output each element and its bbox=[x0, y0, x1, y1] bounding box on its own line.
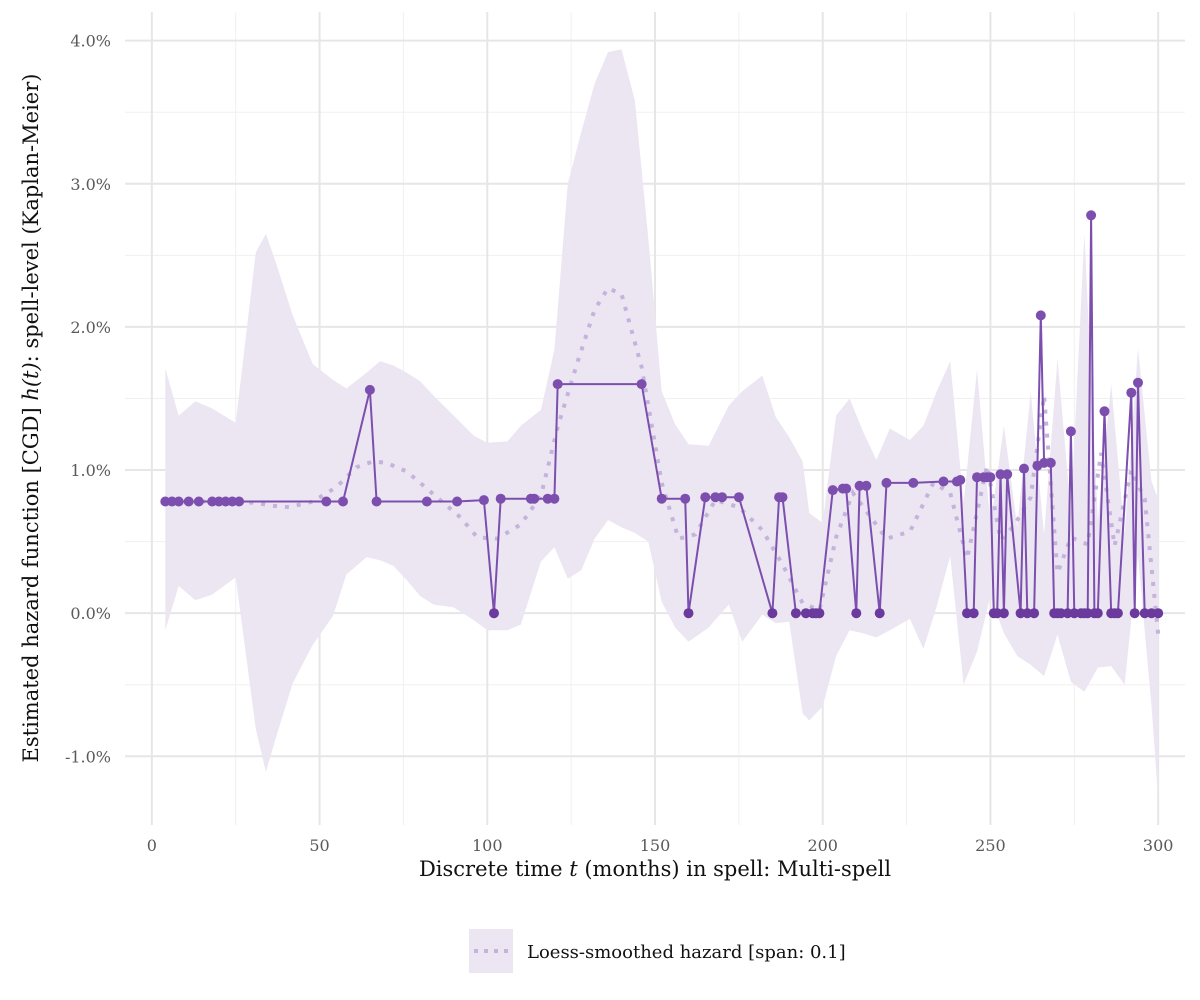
hazard-point bbox=[680, 493, 691, 504]
hazard-point bbox=[841, 483, 852, 494]
y-tick-label: 1.0% bbox=[70, 461, 111, 480]
x-axis-title: Discrete time t (months) in spell: Multi… bbox=[419, 857, 891, 881]
hazard-point bbox=[1002, 469, 1013, 480]
legend-label: Loess-smoothed hazard [span: 0.1] bbox=[527, 942, 846, 963]
hazard-point bbox=[717, 492, 728, 503]
hazard-point bbox=[338, 496, 348, 507]
y-tick-label: 0.0% bbox=[70, 604, 111, 623]
hazard-point bbox=[183, 496, 194, 507]
loess-line bbox=[165, 285, 1161, 635]
hazard-point bbox=[851, 608, 862, 619]
hazard-point bbox=[908, 477, 919, 488]
hazard-point bbox=[861, 480, 872, 491]
confidence-band-layer bbox=[165, 49, 1159, 800]
confidence-band bbox=[165, 49, 1159, 800]
hazard-point bbox=[549, 493, 560, 504]
hazard-points-layer bbox=[160, 210, 1164, 619]
hazard-point bbox=[790, 608, 801, 619]
hazard-point bbox=[827, 485, 838, 496]
hazard-point bbox=[1129, 608, 1140, 619]
hazard-point bbox=[1035, 310, 1046, 321]
hazard-point bbox=[371, 496, 382, 507]
hazard-point bbox=[1133, 377, 1143, 388]
x-tick-label: 0 bbox=[147, 836, 157, 855]
hazard-point bbox=[1153, 608, 1164, 619]
hazard-point bbox=[938, 476, 949, 487]
hazard-point bbox=[1019, 463, 1029, 474]
hazard-point bbox=[1092, 608, 1103, 619]
x-tick-label: 100 bbox=[472, 836, 503, 855]
y-tick-label: 4.0% bbox=[70, 32, 111, 51]
hazard-point bbox=[1029, 608, 1040, 619]
hazard-point bbox=[364, 384, 375, 395]
hazard-point bbox=[193, 496, 204, 507]
hazard-point bbox=[1099, 406, 1110, 417]
hazard-point bbox=[495, 493, 506, 504]
hazard-point bbox=[1126, 387, 1137, 398]
y-tick-label: 2.0% bbox=[70, 318, 111, 337]
hazard-point bbox=[767, 608, 778, 619]
y-axis-title: Estimated hazard function [CGD] h(t): sp… bbox=[19, 74, 43, 763]
hazard-point bbox=[1065, 426, 1076, 437]
x-tick-label: 150 bbox=[640, 836, 671, 855]
loess-layer bbox=[165, 285, 1161, 635]
hazard-point bbox=[529, 493, 540, 504]
hazard-point bbox=[489, 608, 499, 619]
hazard-point bbox=[478, 495, 489, 506]
hazard-point bbox=[1112, 608, 1123, 619]
y-tick-labels: -1.0% 0.0% 1.0% 2.0% 3.0% 4.0% bbox=[65, 32, 111, 767]
x-tick-label: 200 bbox=[807, 836, 838, 855]
hazard-point bbox=[968, 608, 979, 619]
hazard-point bbox=[1086, 210, 1097, 221]
hazard-point bbox=[656, 493, 667, 504]
x-tick-label: 300 bbox=[1143, 836, 1174, 855]
hazard-point bbox=[234, 496, 245, 507]
hazard-point bbox=[881, 477, 892, 488]
x-tick-label: 50 bbox=[309, 836, 329, 855]
legend: Loess-smoothed hazard [span: 0.1] bbox=[469, 929, 846, 973]
hazard-point bbox=[874, 608, 885, 619]
hazard-point bbox=[985, 472, 996, 483]
hazard-point bbox=[321, 496, 332, 507]
x-tick-labels: 0 50 100 150 200 250 300 bbox=[147, 836, 1174, 855]
x-tick-label: 250 bbox=[975, 836, 1006, 855]
hazard-point bbox=[700, 492, 711, 503]
hazard-point bbox=[452, 496, 463, 507]
hazard-point bbox=[814, 608, 825, 619]
hazard-point bbox=[552, 379, 563, 390]
hazard-point bbox=[733, 492, 744, 503]
hazard-point bbox=[636, 379, 647, 390]
hazard-point bbox=[955, 475, 966, 485]
hazard-point bbox=[683, 608, 694, 619]
hazard-point bbox=[173, 496, 184, 507]
hazard-point bbox=[777, 492, 788, 503]
y-tick-label: -1.0% bbox=[65, 747, 111, 766]
y-tick-label: 3.0% bbox=[70, 175, 111, 194]
hazard-point bbox=[421, 496, 432, 507]
hazard-point bbox=[1045, 457, 1056, 468]
hazard-point bbox=[998, 608, 1009, 619]
